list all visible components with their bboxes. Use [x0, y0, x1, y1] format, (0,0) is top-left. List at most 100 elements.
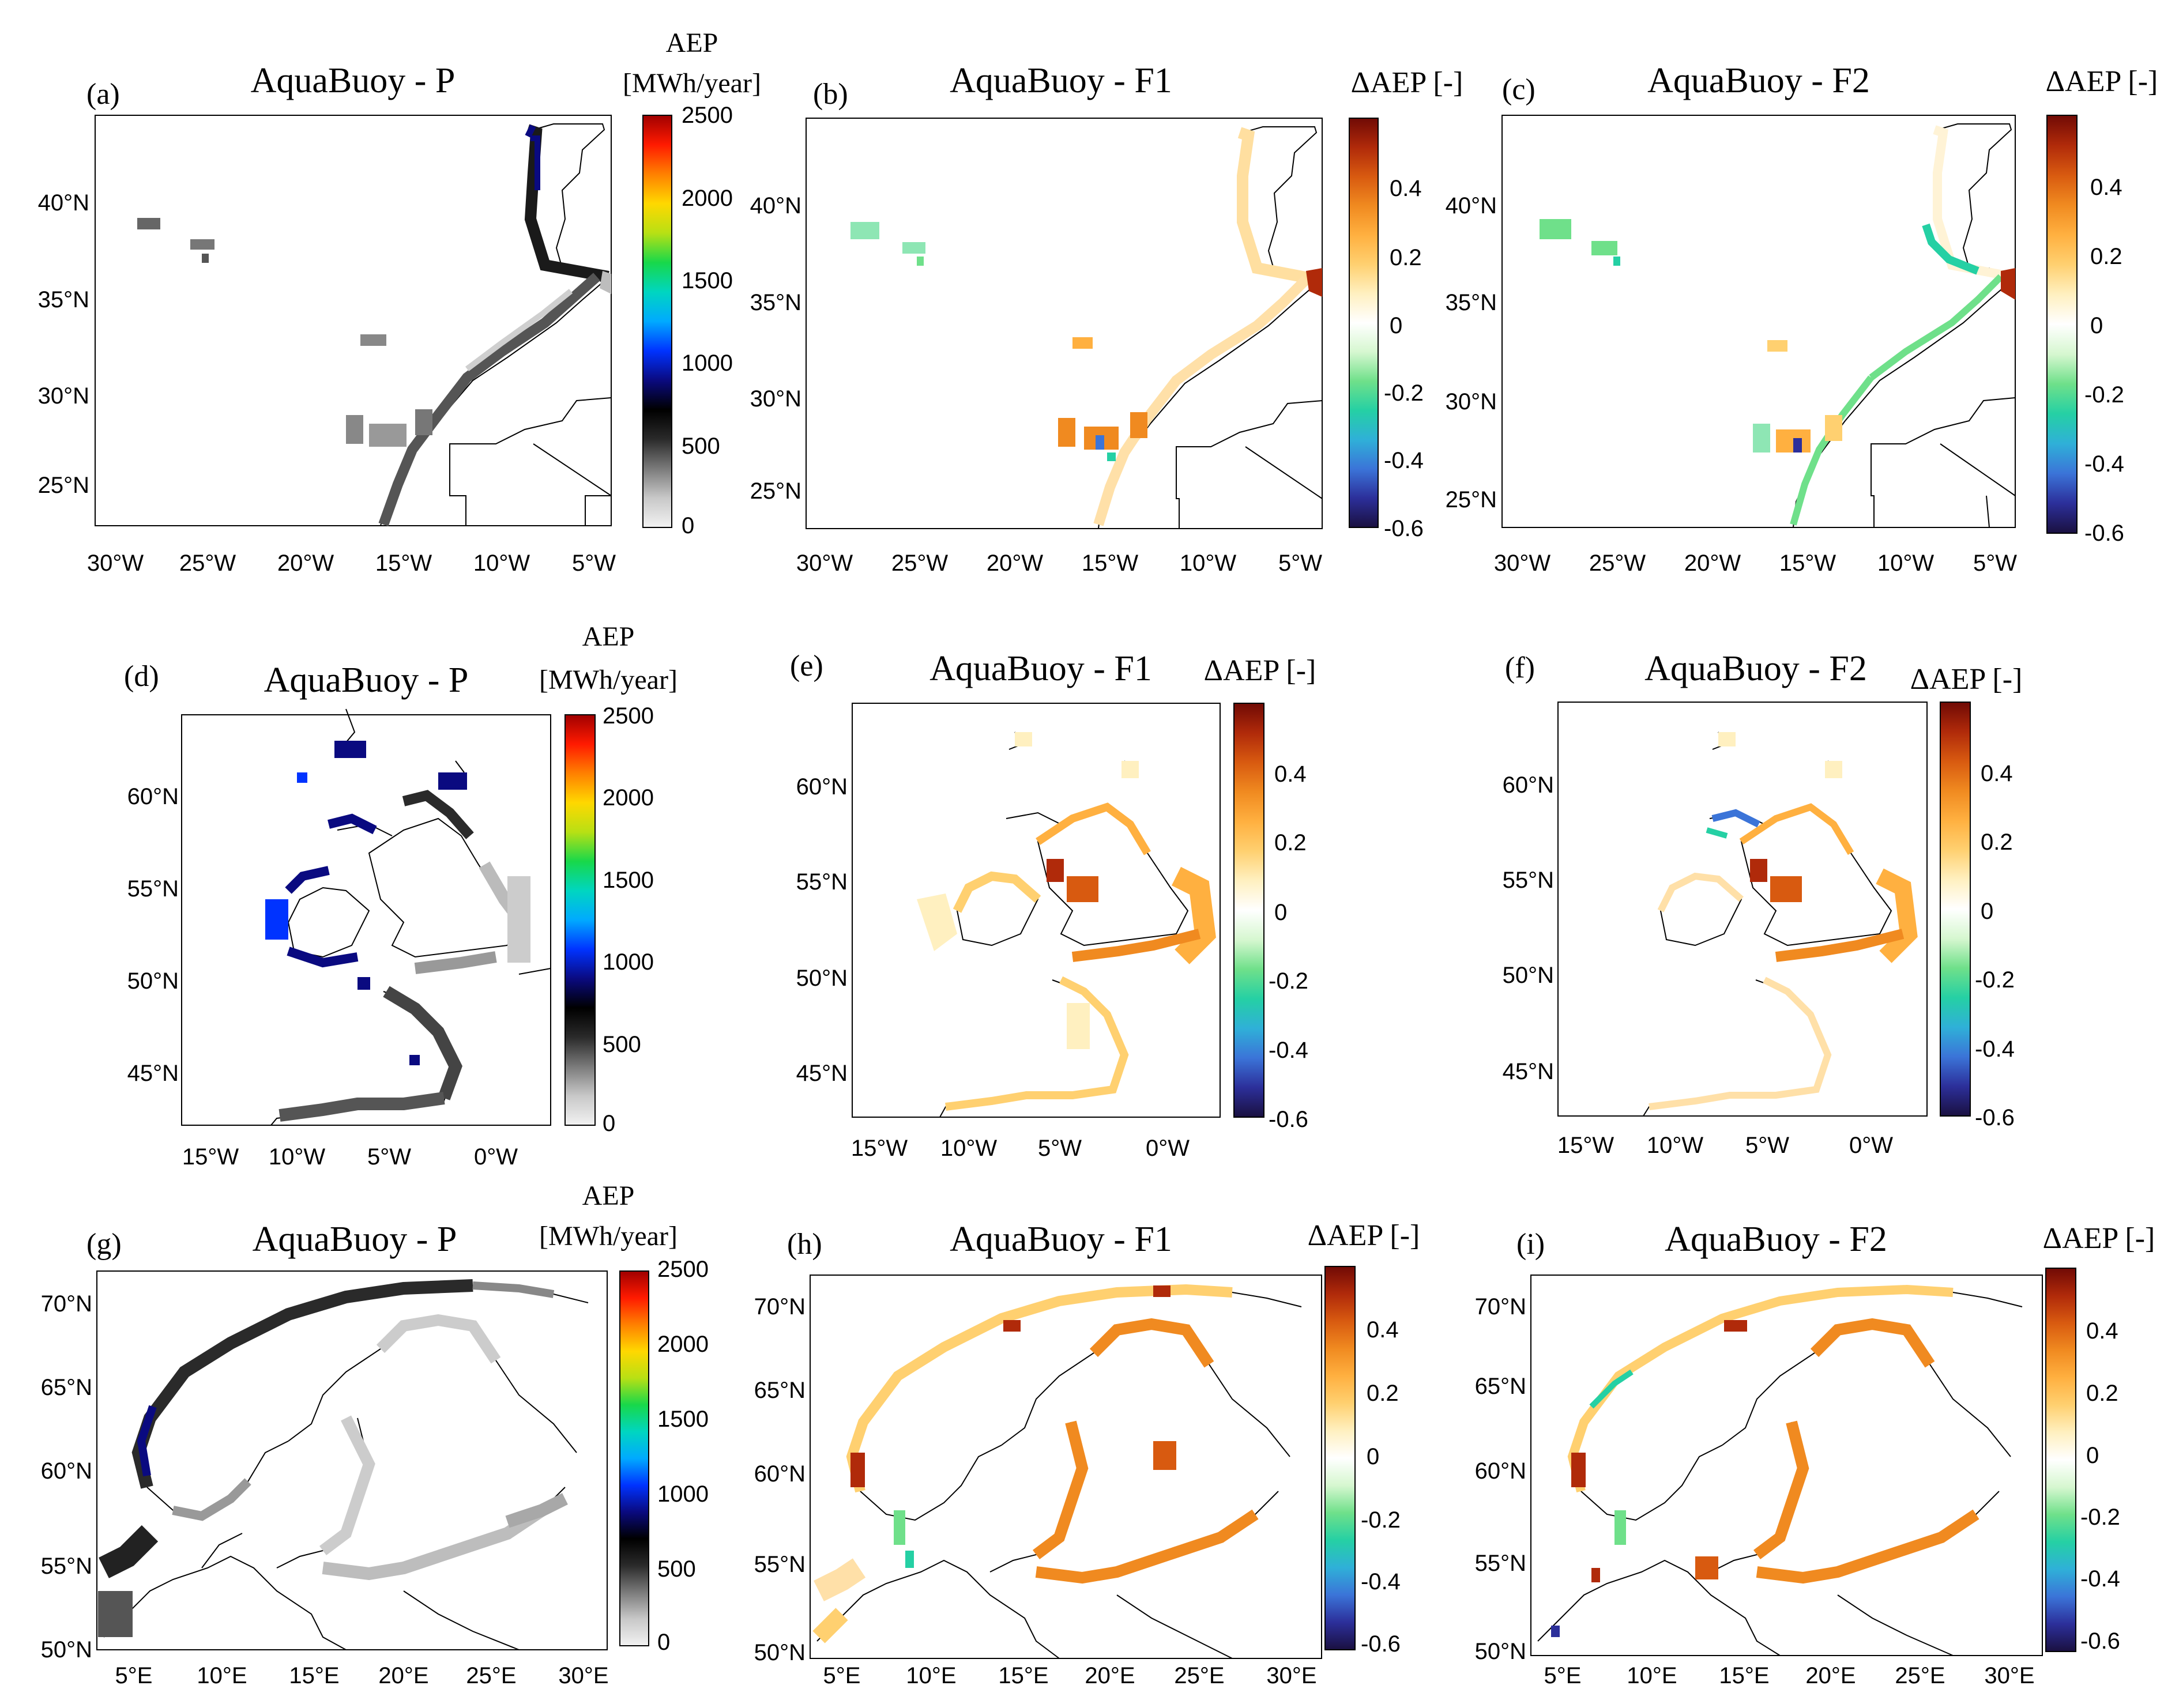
panel-b: (b) AquaBuoy - F1 40°N 35°N 30°N: [750, 61, 1463, 576]
panel-e: (e) AquaBuoy - F1 60°N 55°N 5: [790, 649, 1316, 1161]
lon-tick: 10°W: [1877, 551, 1934, 576]
lat-tick: 60°N: [1475, 1458, 1526, 1484]
lat-tick: 55°N: [127, 876, 179, 902]
colorbar-ticks: 2500 2000 1500 1000 500 0: [682, 103, 733, 538]
colorbar-tick: 2000: [657, 1332, 709, 1357]
colorbar-tick: -0.4: [2084, 451, 2124, 477]
colorbar-tick: 0.4: [2086, 1318, 2118, 1344]
lon-tick: 30°W: [87, 551, 144, 576]
colorbar-tick: 0.2: [1390, 245, 1422, 270]
lon-ticks: 30°W 25°W 20°W 15°W 10°W 5°W: [1494, 551, 2017, 576]
colorbar: ΔAEP [-] 0.4 0.2 0 -0.2 -0.4 -0.6: [1910, 663, 2023, 1130]
colorbar-tick: -0.2: [1384, 380, 1424, 406]
lon-tick: 5°W: [1038, 1136, 1082, 1161]
colorbar-tick: -0.4: [1269, 1038, 1308, 1063]
lat-tick: 65°N: [754, 1378, 806, 1403]
colorbar-tick: -0.6: [1361, 1631, 1401, 1657]
lat-tick: 50°N: [1475, 1639, 1526, 1664]
panel-letter: (g): [86, 1228, 122, 1261]
delta-coast-band: [812, 1284, 1259, 1643]
colorbar-ticks: 0.4 0.2 0 -0.2 -0.4 -0.6: [1269, 761, 1308, 1132]
lat-tick: 25°N: [1446, 487, 1497, 512]
colorbar-title: ΔAEP [-]: [2046, 65, 2158, 98]
lon-tick: 10°W: [940, 1136, 997, 1161]
colorbar-tick: 1000: [603, 949, 654, 975]
aep-coast-band: [265, 741, 530, 1122]
lat-ticks: 60°N 55°N 50°N 45°N: [127, 784, 179, 1086]
lon-tick: 15°E: [1719, 1663, 1769, 1688]
panel-d: (d) AquaBuoy - P: [124, 621, 678, 1170]
lat-tick: 50°N: [754, 1640, 806, 1665]
lat-tick: 30°N: [750, 386, 801, 412]
lon-tick: 15°W: [1082, 551, 1138, 576]
delta-coast-band: [1540, 125, 2015, 526]
colorbar-title: AEP: [582, 1181, 635, 1211]
lat-tick: 40°N: [38, 190, 89, 216]
lon-tick: 5°W: [572, 551, 616, 576]
colorbar-title-units: [MWh/year]: [623, 68, 761, 99]
lat-tick: 35°N: [38, 287, 89, 312]
lon-tick: 5°E: [1544, 1663, 1582, 1688]
colorbar: ΔAEP [-] 0.4 0.2 0 -0.2 -0.4 -0.6: [1204, 654, 1316, 1132]
colorbar-tick: -0.4: [1975, 1036, 2015, 1062]
lat-tick: 55°N: [1475, 1551, 1526, 1576]
colorbar-title: AEP: [666, 28, 718, 58]
colorbar-ramp: [1233, 703, 1264, 1118]
colorbar-title-units: [MWh/year]: [539, 665, 678, 695]
colorbar-tick: 0.2: [1981, 830, 2013, 855]
colorbar-tick: 0.4: [1274, 761, 1307, 787]
delta-coast-band: [917, 732, 1216, 1111]
map-frame: [95, 115, 612, 526]
lon-tick: 10°E: [906, 1663, 956, 1688]
lon-tick: 5°W: [1745, 1133, 1789, 1158]
colorbar-tick: 0.4: [1367, 1317, 1399, 1343]
colorbar-tick: 500: [603, 1032, 641, 1057]
panel-letter: (b): [813, 78, 848, 111]
colorbar-tick: 2500: [682, 103, 733, 128]
lon-tick: 0°W: [1146, 1136, 1190, 1161]
colorbar: ΔAEP [-] 0.4 0.2 0 -0.2 -0.4 -0.6: [2046, 65, 2158, 546]
lon-tick: 25°W: [179, 551, 236, 576]
panel-f: (f) AquaBuoy - F2 60°N 55°N 5: [1503, 649, 2023, 1158]
lat-tick: 45°N: [127, 1061, 179, 1086]
colorbar-tick: 1500: [603, 868, 654, 893]
lat-tick: 55°N: [754, 1552, 806, 1577]
lat-tick: 70°N: [41, 1291, 92, 1317]
lon-ticks: 5°E 10°E 15°E 20°E 25°E 30°E: [115, 1663, 609, 1688]
colorbar-tick: 0: [1274, 900, 1287, 925]
colorbar-tick: 0.2: [1367, 1381, 1399, 1406]
lat-tick: 65°N: [1475, 1374, 1526, 1399]
lon-tick: 25°E: [466, 1663, 516, 1688]
lat-tick: 55°N: [1503, 868, 1554, 893]
lon-tick: 25°W: [891, 551, 948, 576]
panel-i: (i) AquaBuoy - F2 70°N: [1475, 1220, 2155, 1688]
lon-tick: 10°W: [1647, 1133, 1703, 1158]
lat-ticks: 40°N 35°N 30°N 25°N: [38, 190, 89, 498]
colorbar-tick: -0.6: [1384, 516, 1424, 541]
colorbar-tick: -0.6: [1975, 1105, 2015, 1130]
lat-tick: 50°N: [41, 1637, 92, 1662]
colorbar-ramp: [564, 714, 596, 1126]
colorbar-tick: 0: [1367, 1444, 1379, 1469]
lon-tick: 30°E: [1984, 1663, 2034, 1688]
lon-tick: 15°W: [851, 1136, 908, 1161]
colorbar: AEP [MWh/year] 2500 2000 1500 1000 500 0: [623, 28, 761, 538]
colorbar-tick: 500: [682, 433, 720, 459]
colorbar-tick: 0: [2086, 1443, 2099, 1468]
lon-ticks: 5°E 10°E 15°E 20°E 25°E 30°E: [823, 1663, 1317, 1688]
colorbar-tick: 2500: [657, 1257, 709, 1282]
panel-letter: (e): [790, 650, 823, 683]
map-frame: [806, 118, 1323, 529]
colorbar-tick: 0: [657, 1630, 670, 1655]
panel-title: AquaBuoy - F2: [1647, 61, 1870, 100]
panel-a: (a) AquaBuoy - P 40°N 35°N: [38, 28, 761, 576]
colorbar-ramp: [1349, 118, 1379, 528]
colorbar-tick: 1000: [682, 350, 733, 376]
panel-h: (h) AquaBuoy - F1 70: [754, 1219, 1420, 1688]
colorbar-ticks: 2500 2000 1500 1000 500 0: [603, 703, 654, 1136]
lat-tick: 60°N: [127, 784, 179, 809]
colorbar-tick: -0.6: [2080, 1628, 2120, 1654]
lon-tick: 15°W: [1557, 1133, 1614, 1158]
map-frame: [1557, 702, 1928, 1117]
lat-tick: 40°N: [1446, 193, 1497, 218]
